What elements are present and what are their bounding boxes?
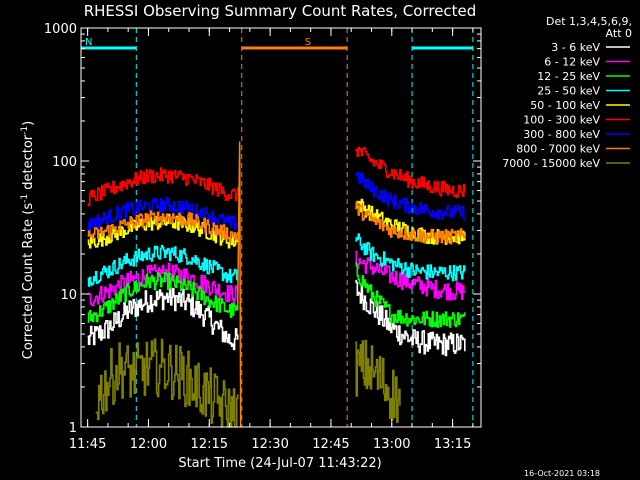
y-tick-label: 1 bbox=[69, 421, 77, 436]
legend-title: Att 0 bbox=[606, 27, 632, 40]
x-tick-label: 12:45 bbox=[312, 437, 349, 452]
series-layer bbox=[87, 141, 466, 428]
series-line-3-6-kev bbox=[87, 285, 239, 351]
y-axis-label-sup1: -1 bbox=[20, 194, 30, 203]
series-line-12-25-kev bbox=[87, 272, 239, 323]
y-axis-label: Corrected Count Rate (s-1 detector-1) bbox=[20, 121, 36, 359]
y-axis-label-main: Corrected Count Rate (s bbox=[21, 203, 36, 360]
legend-label: 800 - 7000 keV bbox=[516, 143, 600, 156]
legend-label: 50 - 100 keV bbox=[530, 99, 600, 112]
series-line-25-50-kev bbox=[355, 233, 466, 282]
legend: Det 1,3,4,5,6,9,Att 0 3 - 6 keV 6 - 12 keV… bbox=[502, 15, 632, 170]
legend-label: 25 - 50 keV bbox=[537, 85, 600, 98]
series-line-800-7000-kev bbox=[87, 210, 239, 243]
plot-frame bbox=[80, 27, 482, 428]
series-line-7000-15000-kev bbox=[95, 338, 239, 428]
series-line-100-300-kev bbox=[87, 167, 239, 207]
series-line-6-12-kev bbox=[87, 262, 239, 307]
y-axis-label-sup2: -1 bbox=[20, 126, 30, 135]
legend-label: 3 - 6 keV bbox=[551, 41, 600, 54]
x-tick-label: 11:45 bbox=[69, 437, 106, 452]
legend-label: 100 - 300 keV bbox=[523, 114, 600, 127]
flag-label: N bbox=[85, 37, 92, 48]
x-tick-label: 13:00 bbox=[373, 437, 410, 452]
series-line-12-25-kev bbox=[355, 261, 466, 328]
legend-label: 300 - 800 keV bbox=[523, 128, 600, 141]
x-tick-label: 12:00 bbox=[130, 437, 167, 452]
axes-layer: 1 10 100 1000 11:45 12:00 12:15 12:30 12:45 13:00… bbox=[44, 22, 482, 452]
series-line-3-6-kev bbox=[355, 279, 466, 357]
series-line-300-800-kev bbox=[355, 171, 466, 221]
chart-title: RHESSI Observing Summary Count Rates, Co… bbox=[84, 2, 477, 20]
flag-label: S bbox=[305, 37, 311, 48]
series-line-800-7000-kev bbox=[355, 201, 466, 245]
y-tick-label: 1000 bbox=[44, 22, 77, 37]
legend-label: 7000 - 15000 keV bbox=[502, 157, 600, 170]
y-axis-label-end: ) bbox=[21, 121, 36, 126]
x-tick-label: 13:15 bbox=[434, 437, 471, 452]
legend-title: Det 1,3,4,5,6,9, bbox=[546, 15, 632, 28]
y-axis-label-mid: detector bbox=[21, 134, 36, 194]
series-line-6-12-kev bbox=[355, 250, 466, 301]
series-line-300-800-kev bbox=[87, 197, 239, 232]
series-line-25-50-kev bbox=[87, 244, 239, 287]
legend-label: 6 - 12 keV bbox=[544, 56, 600, 69]
legend-label: 12 - 25 keV bbox=[537, 70, 600, 83]
series-line-100-300-kev bbox=[355, 147, 466, 198]
y-tick-label: 10 bbox=[60, 288, 77, 303]
series-line-7000-15000-kev bbox=[355, 339, 401, 423]
timestamp-label: 16-Oct-2021 03:18 bbox=[524, 469, 600, 478]
spike-line bbox=[236, 141, 242, 428]
x-axis-label: Start Time (24-Jul-07 11:43:22) bbox=[178, 456, 381, 471]
x-tick-label: 12:15 bbox=[191, 437, 228, 452]
y-tick-label: 100 bbox=[52, 155, 77, 170]
x-tick-label: 12:30 bbox=[251, 437, 288, 452]
